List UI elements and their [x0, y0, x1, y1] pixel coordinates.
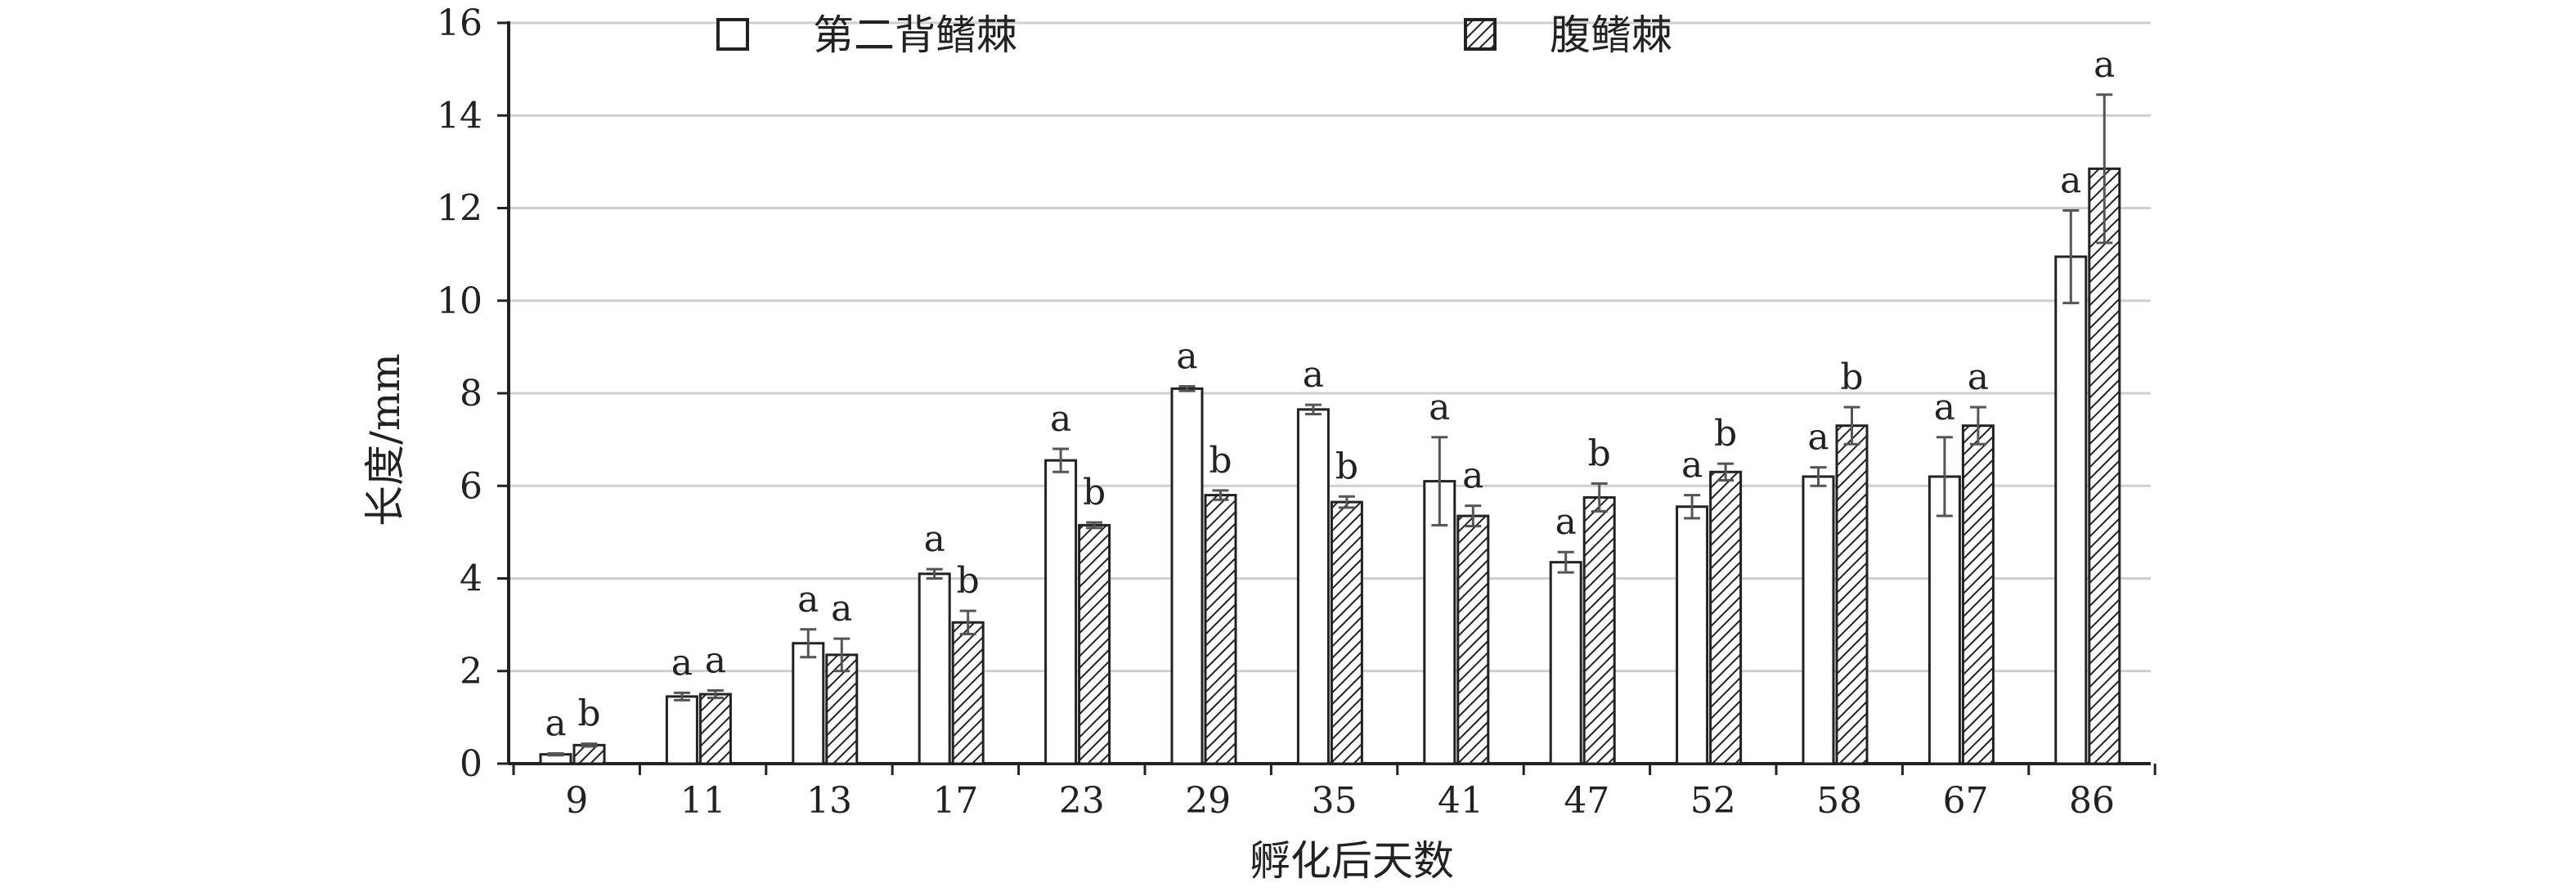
bar-series-1 [1044, 459, 1078, 765]
bar-series-1 [1928, 475, 1961, 765]
y-tick-label: 8 [460, 373, 482, 415]
y-tick-label: 12 [437, 188, 482, 230]
bar-series-2 [1709, 470, 1743, 765]
bar-series-1 [1170, 387, 1204, 765]
legend-swatch-hatched [1464, 18, 1497, 51]
significance-label: b [957, 560, 980, 602]
bar-series-2 [1961, 424, 1995, 765]
y-tick-label: 16 [437, 2, 482, 44]
bar-series-2 [951, 621, 985, 765]
x-tick-label: 17 [932, 780, 978, 822]
bar-series-1 [2054, 255, 2088, 765]
significance-label: b [1209, 440, 1232, 482]
bar-series-1 [665, 695, 698, 765]
legend: 第二背鳍棘 腹鳍棘 [716, 11, 1672, 59]
x-axis-title: 孵化后天数 [1250, 837, 1454, 885]
significance-label: b [1083, 472, 1106, 513]
y-tick-label: 4 [460, 558, 482, 600]
x-tick-label: 9 [565, 780, 588, 822]
bar-series-2 [1078, 523, 1111, 765]
x-tick-label: 58 [1816, 780, 1862, 822]
significance-label: b [1588, 433, 1611, 474]
significance-label: a [1968, 356, 1989, 398]
bar-series-2 [1582, 495, 1616, 765]
bars [539, 93, 2121, 765]
legend-swatch-hollow [716, 18, 749, 51]
significance-label: a [1462, 455, 1483, 497]
x-tick-label: 35 [1312, 780, 1358, 822]
x-tick-label: 23 [1059, 780, 1105, 822]
bar-series-1 [1549, 561, 1582, 765]
x-tick-label: 11 [680, 780, 726, 822]
y-tick-label: 0 [460, 743, 482, 785]
bar-series-1 [1802, 475, 1835, 765]
axes: 0 2 4 6 8 10 12 14 16 9 11 13 17 23 29 35 41 47 52 58 67 86 [437, 2, 2156, 822]
significance-label: a [1050, 398, 1071, 440]
significance-label: a [1681, 445, 1703, 486]
significance-label: a [797, 579, 819, 621]
significance-label: a [2094, 44, 2115, 86]
bar-series-1 [1296, 408, 1330, 765]
significance-label: b [1840, 356, 1863, 398]
y-axis-title: 长度/mm [361, 353, 409, 527]
significance-label: a [545, 703, 566, 745]
significance-label: b [577, 693, 600, 735]
significance-label: a [924, 518, 945, 560]
x-tick-label: 47 [1564, 780, 1609, 822]
legend-label-series-1: 第二背鳍棘 [813, 11, 1017, 59]
y-tick-label: 2 [460, 651, 482, 693]
bar-series-2 [1456, 514, 1490, 765]
significance-label: a [1429, 387, 1450, 428]
y-tick-label: 10 [437, 280, 482, 322]
significance-label: a [1303, 354, 1324, 396]
bar-series-1 [1423, 480, 1456, 765]
significance-label: b [1335, 446, 1358, 487]
bar-series-2 [2088, 167, 2121, 765]
bar-series-1 [1676, 505, 1709, 765]
x-tick-label: 29 [1185, 780, 1231, 822]
bar-series-2 [698, 693, 732, 765]
x-tick-label: 52 [1690, 780, 1736, 822]
y-tick-label: 6 [460, 465, 482, 507]
significance-label: a [1555, 501, 1577, 543]
significance-label: a [2060, 159, 2081, 201]
bar-series-2 [1204, 494, 1237, 765]
significance-label: a [1807, 417, 1829, 459]
significance-label: a [671, 642, 693, 684]
significance-label: b [1714, 413, 1737, 455]
significance-label: a [1934, 387, 1955, 428]
grid-lines [509, 21, 2151, 673]
bar-series-1 [792, 642, 825, 765]
significance-label: a [1176, 336, 1197, 378]
x-tick-label: 86 [2069, 780, 2115, 822]
bar-series-2 [572, 743, 606, 765]
y-tick-label: 14 [437, 95, 482, 137]
x-tick-label: 67 [1943, 780, 1989, 822]
x-tick-label: 13 [806, 780, 852, 822]
x-tick-label: 41 [1438, 780, 1483, 822]
bar-series-2 [1835, 424, 1869, 765]
significance-label: a [705, 640, 726, 682]
bar-series-1 [918, 572, 951, 765]
bar-series-2 [1330, 500, 1363, 765]
legend-label-series-2: 腹鳍棘 [1550, 11, 1672, 59]
significance-label: a [831, 588, 852, 630]
